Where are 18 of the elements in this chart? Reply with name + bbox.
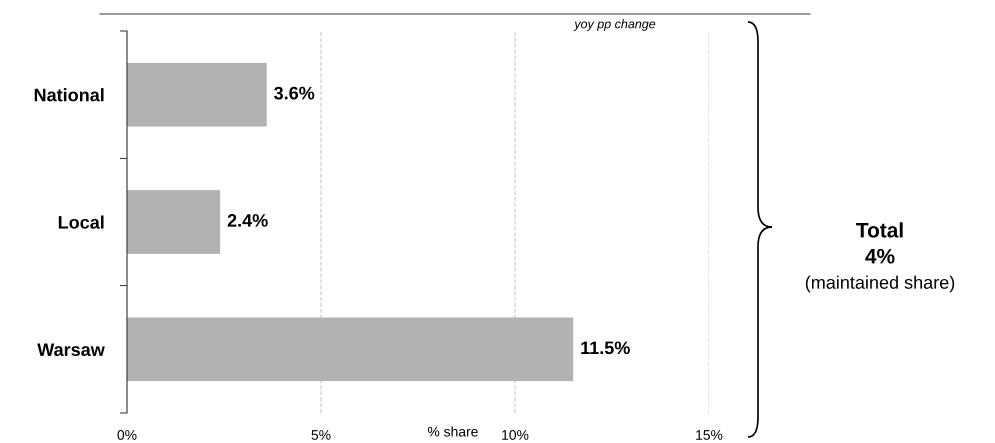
x-tick-label: 0%	[118, 430, 137, 440]
x-tick-label: 10%	[502, 430, 528, 440]
x-tick-label: 15%	[696, 430, 722, 440]
data-label: 11.5%	[581, 341, 630, 354]
x-tick-label: 5%	[312, 430, 331, 440]
data-label: 2.4%	[228, 214, 268, 227]
x-axis-title: % share	[428, 426, 478, 437]
bar	[127, 318, 574, 382]
bar	[127, 190, 220, 254]
text: yoy pp change	[574, 19, 656, 31]
bar	[127, 62, 267, 126]
text: (maintained share)	[806, 276, 954, 292]
data-label: 3.6%	[274, 86, 314, 100]
y-tick-label: Warsaw	[37, 343, 105, 356]
y-tick-label: Local	[58, 215, 104, 229]
text: Total	[856, 222, 903, 238]
text: 4%	[865, 248, 895, 264]
y-tick-label: National	[34, 88, 104, 102]
